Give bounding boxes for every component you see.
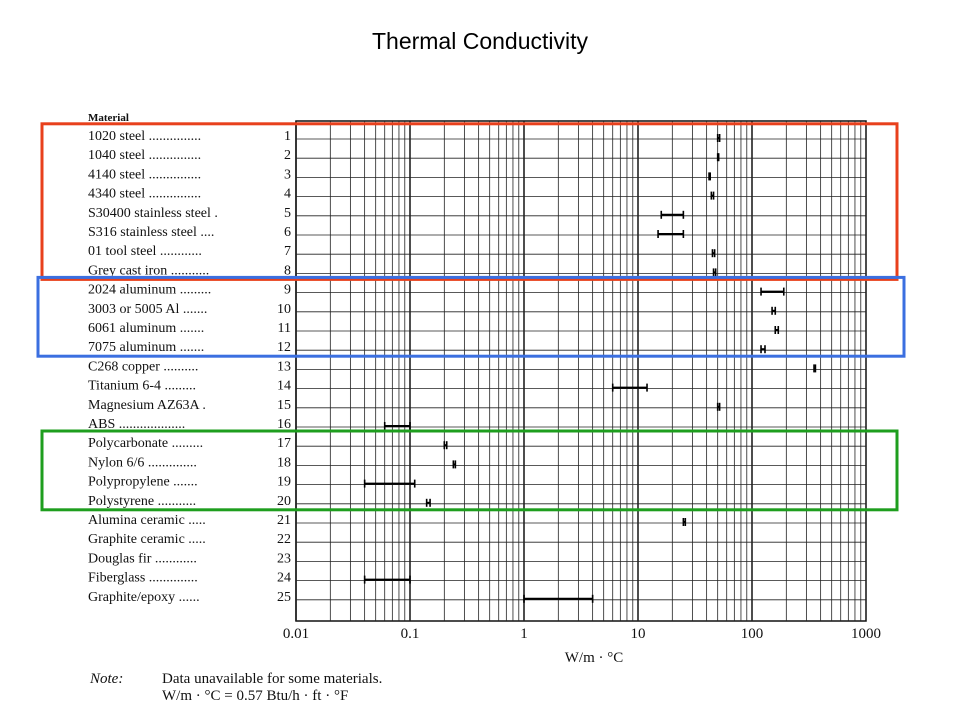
range-bar bbox=[523, 594, 594, 603]
material-number: 3 bbox=[284, 167, 291, 182]
material-number: 18 bbox=[277, 455, 291, 470]
material-number: 7 bbox=[284, 244, 291, 259]
material-number: 19 bbox=[277, 475, 291, 490]
highlight-box-steels bbox=[40, 122, 899, 281]
material-number: 20 bbox=[277, 494, 291, 509]
range-bar bbox=[710, 191, 715, 200]
material-label: 3003 or 5005 Al ....... bbox=[88, 302, 207, 317]
range-bar bbox=[682, 518, 687, 526]
material-number: 15 bbox=[277, 398, 291, 413]
range-bar bbox=[363, 575, 411, 584]
range-bar bbox=[711, 249, 716, 258]
range-bar bbox=[425, 498, 431, 507]
x-axis-label: W/m · °C bbox=[565, 650, 624, 666]
material-label: Magnesium AZ63A . bbox=[88, 398, 206, 413]
material-label: Alumina ceramic ..... bbox=[88, 513, 206, 528]
x-tick-label: 1 bbox=[520, 626, 528, 642]
material-number: 8 bbox=[284, 263, 291, 278]
material-label: Graphite ceramic ..... bbox=[88, 532, 206, 547]
material-label: 4140 steel ............... bbox=[88, 167, 201, 182]
x-tick-label: 0.1 bbox=[401, 626, 420, 642]
x-tick-label: 100 bbox=[741, 626, 764, 642]
highlight-box-aluminums bbox=[36, 275, 906, 358]
material-label: Fiberglass .............. bbox=[88, 571, 198, 586]
range-bar bbox=[760, 345, 766, 354]
note-line1: Data unavailable for some materials. bbox=[162, 671, 382, 687]
material-number: 9 bbox=[284, 283, 291, 298]
range-bar bbox=[611, 383, 648, 392]
material-number: 5 bbox=[284, 206, 291, 221]
range-bar bbox=[443, 441, 448, 450]
material-number: 23 bbox=[277, 551, 291, 566]
material-number: 21 bbox=[277, 513, 291, 528]
material-label: Grey cast iron ........... bbox=[88, 263, 209, 278]
range-bar bbox=[660, 210, 685, 219]
x-tick-label: 10 bbox=[631, 626, 646, 642]
material-label: 1040 steel ............... bbox=[88, 148, 201, 163]
material-label: 7075 aluminum ....... bbox=[88, 340, 204, 355]
material-label: Douglas fir ............ bbox=[88, 551, 197, 566]
material-label: Graphite/epoxy ...... bbox=[88, 590, 200, 605]
material-label: Polycarbonate ......... bbox=[88, 436, 203, 451]
material-number: 10 bbox=[277, 302, 291, 317]
slide-title: Thermal Conductivity bbox=[371, 28, 589, 54]
range-bar bbox=[383, 422, 411, 430]
highlight-box-polymers bbox=[40, 429, 899, 512]
material-number: 4 bbox=[284, 187, 291, 202]
material-number: 12 bbox=[277, 340, 291, 355]
material-number: 22 bbox=[277, 532, 291, 547]
material-label: Polystyrene ........... bbox=[88, 494, 196, 509]
material-number: 6 bbox=[284, 225, 291, 240]
material-label: 6061 aluminum ....... bbox=[88, 321, 204, 336]
range-bar bbox=[657, 230, 685, 238]
x-tick-label: 0.01 bbox=[283, 626, 309, 642]
column-header: Material bbox=[88, 112, 129, 124]
material-label: ABS ................... bbox=[88, 417, 185, 432]
material-number: 2 bbox=[284, 148, 291, 163]
material-label: 2024 aluminum ......... bbox=[88, 283, 211, 298]
material-number: 13 bbox=[277, 359, 291, 374]
material-labels: 1020 steel ............... 1 1040 steel ..… bbox=[88, 129, 291, 605]
material-number: 11 bbox=[278, 321, 291, 336]
material-label: 1020 steel ............... bbox=[88, 129, 201, 144]
highlight-boxes bbox=[36, 122, 906, 512]
range-bar bbox=[716, 402, 721, 411]
data-bars bbox=[363, 134, 817, 603]
material-label: C268 copper .......... bbox=[88, 359, 198, 374]
range-bar bbox=[452, 460, 457, 469]
note-line2: W/m · °C = 0.57 Btu/h · ft · °F bbox=[162, 688, 348, 704]
range-bar bbox=[771, 306, 777, 315]
material-label: 4340 steel ............... bbox=[88, 187, 201, 202]
range-bar bbox=[712, 268, 717, 277]
material-number: 25 bbox=[277, 590, 291, 605]
material-number: 17 bbox=[277, 436, 291, 451]
material-label: Titanium 6-4 ......... bbox=[88, 379, 196, 394]
chart-grid bbox=[295, 120, 867, 622]
material-number: 24 bbox=[277, 571, 291, 586]
material-label: Nylon 6/6 .............. bbox=[88, 455, 197, 470]
material-label: S30400 stainless steel . bbox=[88, 206, 218, 221]
material-label: 01 tool steel ............ bbox=[88, 244, 202, 259]
range-bar bbox=[774, 326, 780, 334]
plot-frame bbox=[295, 120, 867, 622]
x-tick-labels: 0.01 0.1 1 10 100 1000 bbox=[283, 626, 881, 642]
range-bar bbox=[716, 153, 720, 162]
range-bar bbox=[363, 479, 416, 488]
material-label: Polypropylene ....... bbox=[88, 475, 198, 490]
note-prefix: Note: bbox=[89, 671, 123, 687]
range-bar bbox=[760, 287, 785, 296]
x-tick-label: 1000 bbox=[851, 626, 881, 642]
material-label: S316 stainless steel .... bbox=[88, 225, 214, 240]
material-number: 16 bbox=[277, 417, 291, 432]
range-bar bbox=[813, 364, 817, 373]
range-bar bbox=[708, 172, 712, 181]
range-bar bbox=[716, 134, 721, 142]
material-number: 1 bbox=[284, 129, 291, 144]
material-number: 14 bbox=[277, 379, 291, 394]
